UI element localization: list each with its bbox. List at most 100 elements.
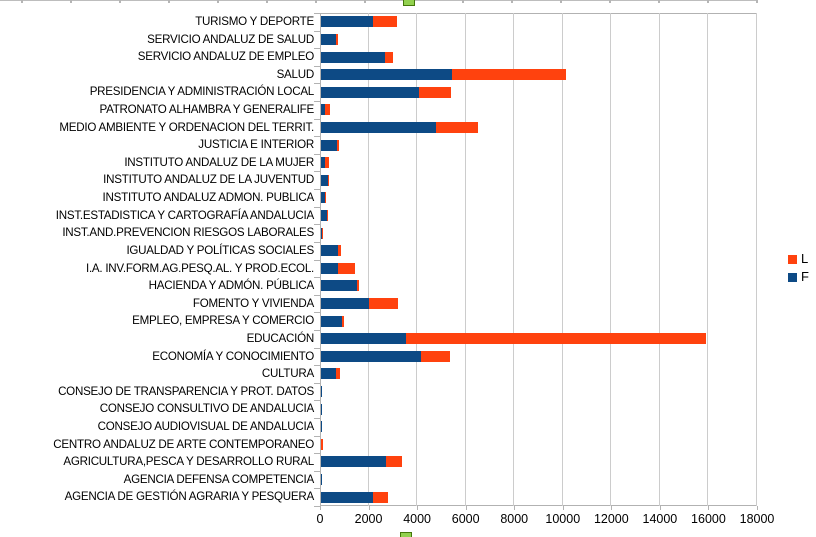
bar-segment-L[interactable] xyxy=(335,368,341,380)
bar-segment-L[interactable] xyxy=(451,69,566,81)
category-label: INSTITUTO ANDALUZ ADMON. PUBLICA xyxy=(102,191,315,205)
bar-row xyxy=(321,491,389,503)
bar-segment-F[interactable] xyxy=(321,333,406,345)
cropped-tick xyxy=(21,0,23,3)
legend-color-swatch xyxy=(788,254,797,264)
cropped-tick xyxy=(364,0,366,3)
bar-segment-L[interactable] xyxy=(324,104,330,116)
legend-item[interactable]: F xyxy=(788,268,809,286)
category-tick xyxy=(314,13,320,14)
bar-segment-F[interactable] xyxy=(321,192,326,204)
bar-segment-L[interactable] xyxy=(369,298,399,310)
cropped-tick xyxy=(658,0,660,3)
category-label: INSTITUTO ANDALUZ DE LA MUJER xyxy=(124,155,314,169)
legend-item[interactable]: L xyxy=(788,250,809,268)
bar-segment-L[interactable] xyxy=(405,333,707,345)
category-tick xyxy=(314,224,320,226)
bar-segment-L[interactable] xyxy=(336,139,339,151)
bar-segment-F[interactable] xyxy=(321,227,323,239)
bar-segment-F[interactable] xyxy=(321,51,386,63)
plot-area xyxy=(320,13,757,506)
bar-segment-F[interactable] xyxy=(321,386,322,398)
selection-handle-top[interactable] xyxy=(403,0,415,6)
value-axis-tick xyxy=(708,506,710,510)
category-tick xyxy=(314,435,320,437)
value-axis-tick xyxy=(562,506,564,510)
category-tick xyxy=(314,277,320,279)
bar-segment-F[interactable] xyxy=(321,209,327,221)
bar-row xyxy=(321,350,451,362)
bar-segment-F[interactable] xyxy=(321,368,336,380)
bar-segment-F[interactable] xyxy=(321,350,422,362)
value-axis-tick xyxy=(757,506,758,510)
category-label: SALUD xyxy=(276,67,315,81)
bar-segment-F[interactable] xyxy=(321,474,323,486)
bar-row xyxy=(321,104,330,116)
bar-row xyxy=(321,33,338,45)
category-tick xyxy=(314,30,320,32)
category-label: JUSTICIA E INTERIOR xyxy=(198,138,314,152)
bar-segment-F[interactable] xyxy=(321,121,436,133)
bar-segment-L[interactable] xyxy=(324,157,329,169)
cropped-axis-line-above xyxy=(0,0,757,1)
bar-segment-L[interactable] xyxy=(321,438,323,450)
bar-segment-L[interactable] xyxy=(386,456,402,468)
value-axis-label: 4000 xyxy=(403,512,432,526)
bar-segment-L[interactable] xyxy=(373,491,389,503)
bar-segment-F[interactable] xyxy=(321,403,322,415)
value-axis-label: 10000 xyxy=(545,512,581,526)
category-tick xyxy=(314,365,320,367)
category-label: AGENCIA DE GESTIÓN AGRARIA Y PESQUERA xyxy=(64,490,315,504)
bar-segment-L[interactable] xyxy=(357,280,360,292)
value-axis-tick xyxy=(320,506,321,510)
bar-row xyxy=(321,245,341,257)
bar-segment-L[interactable] xyxy=(338,262,356,274)
category-label: AGRICULTURA,PESCA Y DESARROLLO RURAL xyxy=(63,455,314,469)
bar-segment-F[interactable] xyxy=(321,298,370,310)
bar-row xyxy=(321,227,323,239)
bar-segment-L[interactable] xyxy=(337,245,341,257)
bar-segment-L[interactable] xyxy=(328,174,330,186)
category-tick xyxy=(314,453,320,455)
bar-segment-F[interactable] xyxy=(321,280,358,292)
selection-handle-bottom[interactable] xyxy=(400,532,412,537)
bar-segment-L[interactable] xyxy=(385,51,393,63)
bar-row xyxy=(321,315,344,327)
bar-segment-F[interactable] xyxy=(321,262,339,274)
bar-segment-F[interactable] xyxy=(321,16,374,28)
bar-segment-F[interactable] xyxy=(321,491,374,503)
bar-row xyxy=(321,438,323,450)
gridline xyxy=(707,13,709,506)
bar-segment-L[interactable] xyxy=(342,315,344,327)
bar-row xyxy=(321,86,451,98)
bar-segment-F[interactable] xyxy=(321,69,452,81)
bar-segment-F[interactable] xyxy=(321,86,419,98)
legend-label: F xyxy=(801,269,809,284)
gridline xyxy=(464,13,466,506)
bar-segment-F[interactable] xyxy=(321,456,387,468)
bar-segment-F[interactable] xyxy=(321,245,338,257)
value-axis-label: 6000 xyxy=(451,512,480,526)
category-label: HACIENDA Y ADMÓN. PÚBLICA xyxy=(148,279,315,293)
bar-segment-F[interactable] xyxy=(321,174,329,186)
gridline xyxy=(367,13,369,506)
category-tick xyxy=(314,382,320,384)
bar-segment-F[interactable] xyxy=(321,157,325,169)
value-axis-tick xyxy=(659,506,661,510)
bar-segment-F[interactable] xyxy=(321,33,337,45)
category-label: CONSEJO CONSULTIVO DE ANDALUCIA xyxy=(99,402,315,416)
bar-segment-F[interactable] xyxy=(321,315,343,327)
bar-segment-F[interactable] xyxy=(321,421,322,433)
bar-segment-F[interactable] xyxy=(321,104,325,116)
value-axis-label: 16000 xyxy=(691,512,726,526)
bar-segment-L[interactable] xyxy=(435,121,478,133)
category-tick xyxy=(314,65,320,67)
value-axis-label: 12000 xyxy=(593,512,629,526)
bar-segment-L[interactable] xyxy=(418,86,451,98)
bar-segment-L[interactable] xyxy=(373,16,398,28)
bar-segment-F[interactable] xyxy=(321,139,337,151)
category-label: CONSEJO AUDIOVISUAL DE ANDALUCIA xyxy=(97,419,315,433)
cropped-tick xyxy=(168,0,170,3)
bar-segment-L[interactable] xyxy=(336,33,338,45)
bar-segment-L[interactable] xyxy=(421,350,451,362)
